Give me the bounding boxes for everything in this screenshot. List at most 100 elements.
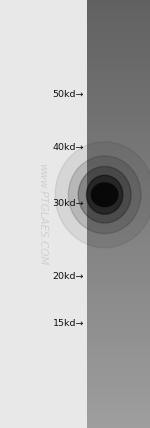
- Bar: [87, 232, 150, 234]
- Bar: [87, 168, 150, 170]
- Bar: [87, 333, 150, 334]
- Bar: [87, 190, 150, 191]
- Bar: [87, 18, 150, 20]
- Bar: [87, 86, 150, 87]
- Bar: [87, 358, 150, 360]
- Bar: [87, 94, 150, 95]
- Bar: [87, 398, 150, 399]
- Bar: [87, 261, 150, 262]
- Bar: [87, 226, 150, 227]
- Bar: [87, 397, 150, 398]
- Bar: [87, 68, 150, 70]
- Bar: [87, 108, 150, 110]
- Bar: [87, 416, 150, 418]
- Bar: [87, 205, 150, 207]
- Bar: [87, 30, 150, 31]
- Bar: [87, 34, 150, 36]
- Bar: [87, 172, 150, 174]
- Bar: [87, 187, 150, 188]
- Bar: [87, 27, 150, 29]
- Bar: [87, 320, 150, 321]
- Bar: [87, 285, 150, 287]
- Bar: [87, 258, 150, 260]
- Bar: [87, 275, 150, 277]
- Bar: [87, 304, 150, 305]
- Bar: [87, 402, 150, 404]
- Bar: [87, 347, 150, 348]
- Bar: [87, 357, 150, 358]
- Bar: [87, 230, 150, 231]
- Bar: [87, 364, 150, 365]
- Bar: [87, 104, 150, 106]
- Bar: [87, 154, 150, 155]
- Bar: [87, 369, 150, 371]
- Bar: [87, 167, 150, 168]
- Bar: [87, 257, 150, 258]
- Bar: [87, 297, 150, 298]
- Bar: [87, 53, 150, 54]
- Bar: [87, 405, 150, 407]
- Bar: [87, 4, 150, 6]
- Bar: [87, 43, 150, 44]
- Bar: [87, 39, 150, 40]
- Bar: [87, 292, 150, 294]
- Bar: [87, 133, 150, 134]
- Bar: [87, 352, 150, 354]
- Bar: [87, 301, 150, 303]
- Bar: [87, 202, 150, 204]
- Bar: [87, 193, 150, 194]
- Bar: [87, 183, 150, 184]
- Bar: [87, 114, 150, 116]
- Bar: [87, 309, 150, 311]
- Bar: [87, 184, 150, 185]
- Bar: [87, 131, 150, 133]
- Bar: [87, 57, 150, 59]
- Text: 30kd→: 30kd→: [52, 199, 84, 208]
- Bar: [87, 374, 150, 375]
- Bar: [87, 80, 150, 81]
- Bar: [87, 123, 150, 124]
- Bar: [87, 318, 150, 320]
- Bar: [87, 295, 150, 297]
- Bar: [87, 191, 150, 193]
- Text: 15kd→: 15kd→: [52, 318, 84, 328]
- Bar: [87, 110, 150, 111]
- Bar: [87, 331, 150, 333]
- Bar: [87, 342, 150, 344]
- Bar: [87, 204, 150, 205]
- Bar: [87, 6, 150, 7]
- Bar: [87, 244, 150, 245]
- Bar: [87, 363, 150, 364]
- Bar: [87, 12, 150, 13]
- Bar: [87, 113, 150, 114]
- Text: www.PTGLAES.COM: www.PTGLAES.COM: [37, 163, 47, 265]
- Bar: [87, 277, 150, 278]
- Bar: [87, 415, 150, 416]
- Bar: [87, 200, 150, 201]
- Bar: [87, 194, 150, 196]
- Bar: [87, 262, 150, 264]
- Bar: [87, 47, 150, 48]
- Bar: [87, 26, 150, 27]
- Bar: [87, 160, 150, 161]
- Bar: [87, 20, 150, 21]
- Bar: [87, 98, 150, 100]
- Ellipse shape: [87, 175, 123, 214]
- Bar: [87, 375, 150, 377]
- Bar: [87, 368, 150, 369]
- Bar: [87, 218, 150, 220]
- Bar: [87, 281, 150, 282]
- Bar: [87, 418, 150, 419]
- Bar: [87, 231, 150, 232]
- Bar: [87, 10, 150, 12]
- Bar: [87, 7, 150, 9]
- Bar: [87, 221, 150, 223]
- Bar: [87, 36, 150, 37]
- Bar: [87, 171, 150, 172]
- Text: 50kd→: 50kd→: [52, 89, 84, 99]
- Bar: [87, 399, 150, 401]
- Bar: [87, 254, 150, 256]
- Bar: [87, 384, 150, 385]
- Bar: [87, 372, 150, 374]
- Bar: [87, 339, 150, 341]
